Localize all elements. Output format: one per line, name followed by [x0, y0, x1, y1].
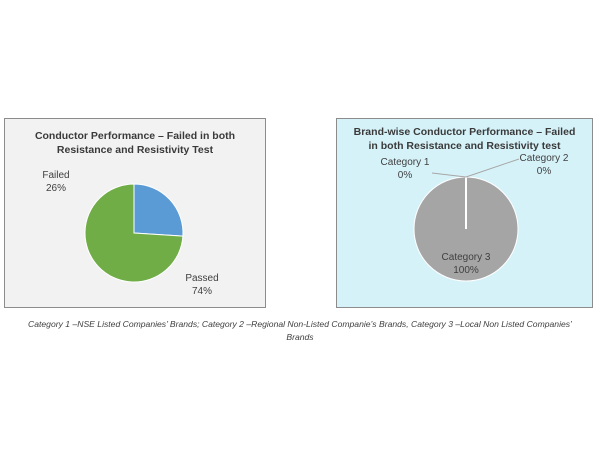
data-label-value: 0%	[537, 166, 552, 177]
data-label-category: Category 1	[381, 157, 430, 168]
figure-caption: Category 1 –NSE Listed Companies’ Brands…	[0, 318, 600, 340]
data-label-value: 0%	[398, 170, 413, 181]
caption-line-2: Brands	[286, 332, 314, 340]
chart-title-line-2: Resistance and Resistivity Test	[56, 144, 214, 156]
leader-line-category-2	[465, 158, 520, 178]
data-label-category: Passed	[185, 273, 218, 284]
leader-line-category-1	[431, 172, 467, 178]
chart-title-line-2: in both Resistance and Resistivity test	[368, 140, 561, 152]
data-label-category-3: Category 3 100%	[442, 252, 491, 276]
data-label-category: Category 3	[442, 252, 491, 263]
chart-title-line-1: Brand-wise Conductor Performance – Faile…	[353, 126, 576, 138]
pie-slice-passed	[84, 183, 184, 283]
chart-panel-conductor-performance: Conductor Performance – Failed in both R…	[4, 118, 266, 308]
data-label-category: Category 2	[520, 153, 569, 164]
chart-title: Brand-wise Conductor Performance – Faile…	[337, 125, 592, 153]
data-label-value: 26%	[46, 183, 66, 194]
chart-title-line-1: Conductor Performance – Failed in both	[34, 130, 236, 142]
data-label-category: Failed	[42, 170, 69, 181]
data-label-category-2: Category 2 0%	[520, 153, 569, 177]
data-label-passed: Passed 74%	[185, 273, 218, 297]
caption-line-1: Category 1 –NSE Listed Companies’ Brands…	[28, 319, 572, 329]
data-label-category-1: Category 1 0%	[381, 157, 430, 181]
data-label-value: 74%	[192, 286, 212, 297]
pie-chart-brand-wise: Category 1 0% Category 2 0% Category 3 100%	[381, 153, 569, 282]
data-label-value: 100%	[453, 265, 479, 276]
pie-chart-overall: Failed 26% Passed 74%	[42, 170, 218, 297]
pie-slice-failed	[133, 183, 184, 237]
chart-title: Conductor Performance – Failed in both R…	[5, 129, 265, 157]
data-label-failed: Failed 26%	[42, 170, 69, 194]
chart-panel-brand-wise: Brand-wise Conductor Performance – Faile…	[336, 118, 593, 308]
